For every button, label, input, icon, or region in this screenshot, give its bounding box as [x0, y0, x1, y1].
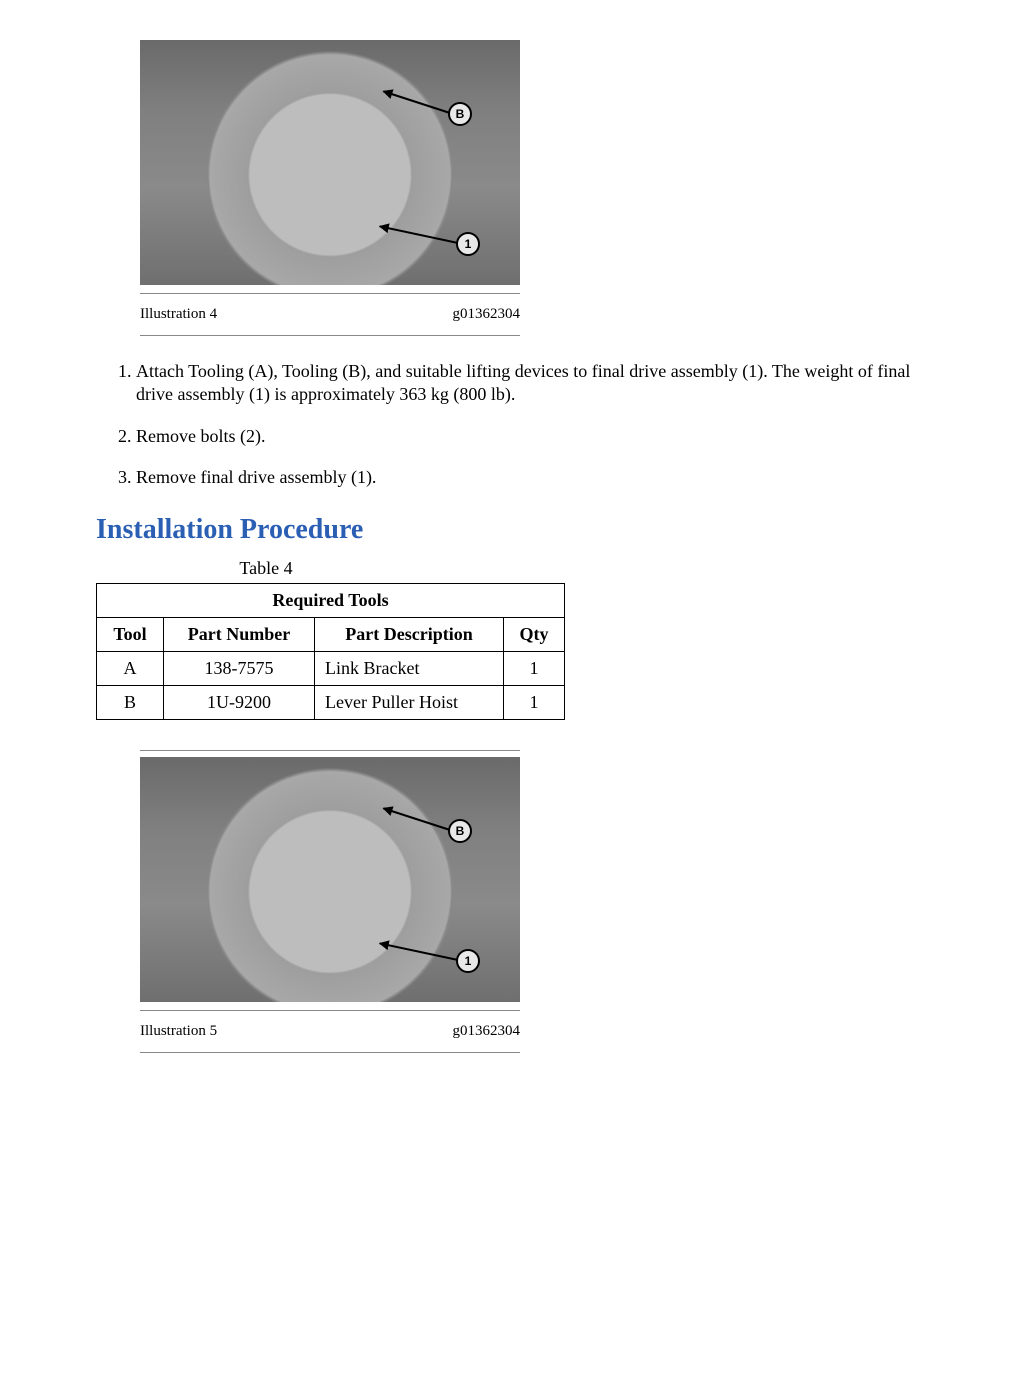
cell-tool: B — [97, 685, 164, 719]
illustration-separator — [140, 335, 520, 336]
cell-qty: 1 — [504, 685, 565, 719]
illustration-label: Illustration 4 — [140, 306, 217, 323]
cell-pn: 138-7575 — [164, 651, 315, 685]
col-part-description: Part Description — [315, 617, 504, 651]
cell-desc: Link Bracket — [315, 651, 504, 685]
illustration-5: B 1 — [140, 757, 928, 1002]
illustration-separator — [140, 1010, 520, 1011]
col-tool: Tool — [97, 617, 164, 651]
illustration-separator — [140, 293, 520, 294]
illustration-label: Illustration 5 — [140, 1023, 217, 1040]
illustration-code: g01362304 — [453, 306, 521, 323]
table-row: A 138-7575 Link Bracket 1 — [97, 651, 565, 685]
cell-pn: 1U-9200 — [164, 685, 315, 719]
illustration-caption-row: Illustration 5 g01362304 — [140, 1017, 520, 1046]
illustration-image: B 1 — [140, 757, 520, 1002]
callout-b: B — [448, 102, 472, 126]
table-caption: Table 4 — [96, 558, 436, 579]
callout-1: 1 — [456, 232, 480, 256]
table-row: B 1U-9200 Lever Puller Hoist 1 — [97, 685, 565, 719]
illustration-separator — [140, 1052, 520, 1053]
callout-1: 1 — [456, 949, 480, 973]
procedure-steps: Attach Tooling (A), Tooling (B), and sui… — [96, 360, 928, 490]
section-heading: Installation Procedure — [96, 514, 928, 546]
callout-b: B — [448, 819, 472, 843]
step-3: Remove final drive assembly (1). — [136, 466, 928, 489]
col-qty: Qty — [504, 617, 565, 651]
illustration-code: g01362304 — [453, 1023, 521, 1040]
illustration-image: B 1 — [140, 40, 520, 285]
cell-desc: Lever Puller Hoist — [315, 685, 504, 719]
cell-qty: 1 — [504, 651, 565, 685]
col-part-number: Part Number — [164, 617, 315, 651]
required-tools-table: Required Tools Tool Part Number Part Des… — [96, 583, 565, 720]
cell-tool: A — [97, 651, 164, 685]
illustration-4: B 1 — [140, 40, 928, 285]
table-title: Required Tools — [97, 583, 565, 617]
illustration-separator — [140, 750, 520, 751]
step-1: Attach Tooling (A), Tooling (B), and sui… — [136, 360, 928, 407]
illustration-caption-row: Illustration 4 g01362304 — [140, 300, 520, 329]
step-2: Remove bolts (2). — [136, 425, 928, 448]
